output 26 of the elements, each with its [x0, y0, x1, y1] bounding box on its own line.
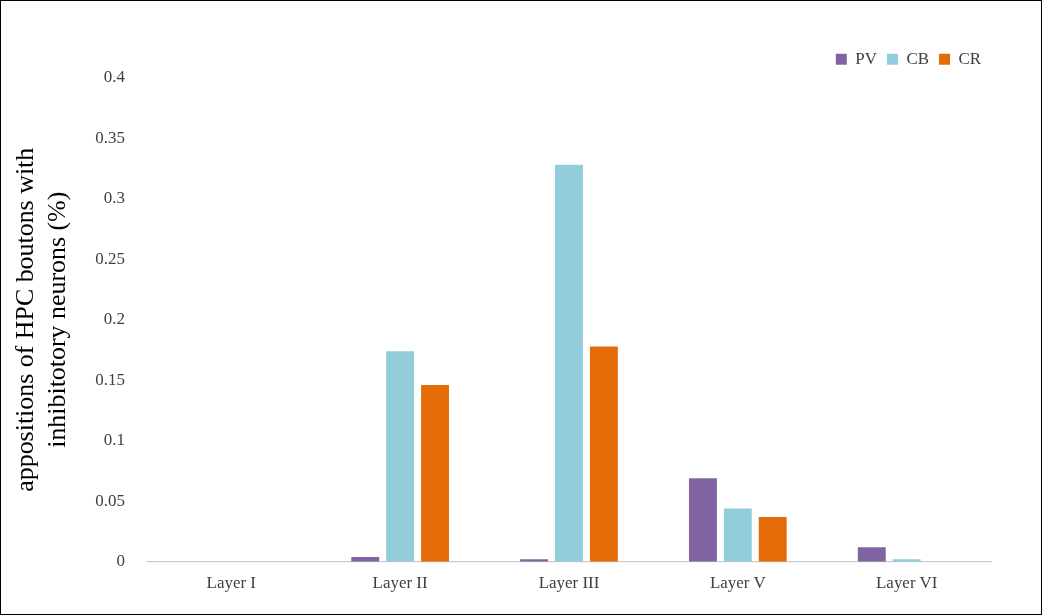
- y-tick-label: 0.3: [103, 188, 125, 208]
- x-tick-label: Layer III: [538, 573, 600, 593]
- y-tick-label: 0.1: [103, 430, 125, 450]
- bar: [857, 547, 886, 562]
- y-tick-label: 0.15: [95, 369, 125, 389]
- bar: [688, 478, 717, 562]
- y-tick-label: 0.05: [95, 490, 125, 510]
- y-tick-label: 0.35: [95, 127, 125, 147]
- bar: [589, 346, 618, 562]
- y-axis-title: appositions of HPC boutons with inhibitotory neurons (%): [10, 147, 71, 492]
- bar: [723, 508, 752, 562]
- y-tick-label: 0.25: [95, 248, 125, 268]
- x-tick-label: Layer II: [372, 573, 429, 593]
- y-tick-label: 0.4: [103, 67, 126, 87]
- y-tick-label: 0: [116, 551, 125, 571]
- bar: [421, 385, 449, 562]
- legend-label: CR: [958, 48, 982, 68]
- bar: [386, 351, 415, 562]
- legend-label: CB: [906, 48, 930, 68]
- legend-label: PV: [855, 48, 878, 68]
- x-tick-label: Layer I: [206, 573, 257, 593]
- x-tick-label: Layer VI: [876, 573, 938, 593]
- y-tick-label: 0.2: [103, 309, 125, 329]
- bar: [555, 164, 583, 562]
- x-tick-label: Layer V: [709, 573, 767, 593]
- bar: [758, 517, 787, 562]
